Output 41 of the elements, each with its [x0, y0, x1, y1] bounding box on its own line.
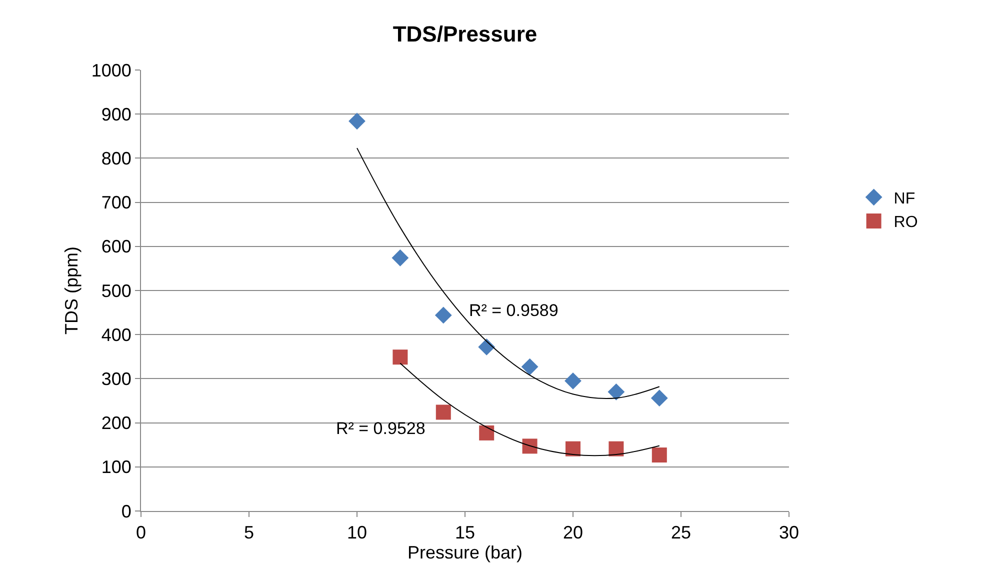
point	[436, 404, 451, 420]
x-tick-label: 20	[562, 522, 584, 543]
x-tick-label: 10	[346, 522, 368, 543]
x-tick-label: 30	[778, 522, 800, 543]
y-tick-label: 200	[101, 413, 132, 434]
x-tick-label: 15	[454, 522, 476, 543]
point	[521, 358, 538, 376]
y-tick-label: 500	[101, 280, 132, 301]
y-tick-label: 300	[101, 369, 132, 389]
y-tick-label: 600	[101, 236, 132, 257]
x-tick-label: 0	[136, 522, 146, 543]
point	[652, 447, 667, 462]
point	[650, 390, 668, 407]
annotation: R² = 0.9589	[469, 301, 558, 320]
annotation: R² = 0.9528	[336, 419, 426, 438]
x-tick-label: 5	[244, 522, 254, 543]
legend-label: RO	[894, 214, 918, 232]
y-tick-label: 1000	[91, 60, 132, 80]
point	[479, 425, 494, 440]
point	[566, 441, 580, 456]
y-axis-title: TDS (ppm)	[62, 246, 82, 335]
point	[392, 249, 409, 266]
y-tick-label: 0	[121, 501, 132, 522]
legend-label: NF	[894, 190, 916, 208]
chart-title: TDS/Pressure	[392, 22, 538, 47]
y-tick-label: 800	[101, 148, 132, 168]
x-axis-title: Pressure (bar)	[407, 542, 523, 563]
point	[348, 112, 366, 130]
line-series	[356, 148, 660, 399]
point	[478, 338, 496, 356]
point	[564, 372, 582, 390]
y-tick-label: 400	[101, 324, 132, 345]
y-tick-label: 100	[101, 457, 132, 478]
y-tick-label: 700	[101, 192, 132, 213]
point	[608, 383, 625, 400]
point	[434, 306, 452, 324]
point	[392, 350, 408, 365]
y-tick-label: 900	[101, 104, 132, 124]
point	[608, 441, 624, 456]
point	[522, 438, 538, 454]
x-tick-label: 25	[670, 522, 692, 543]
